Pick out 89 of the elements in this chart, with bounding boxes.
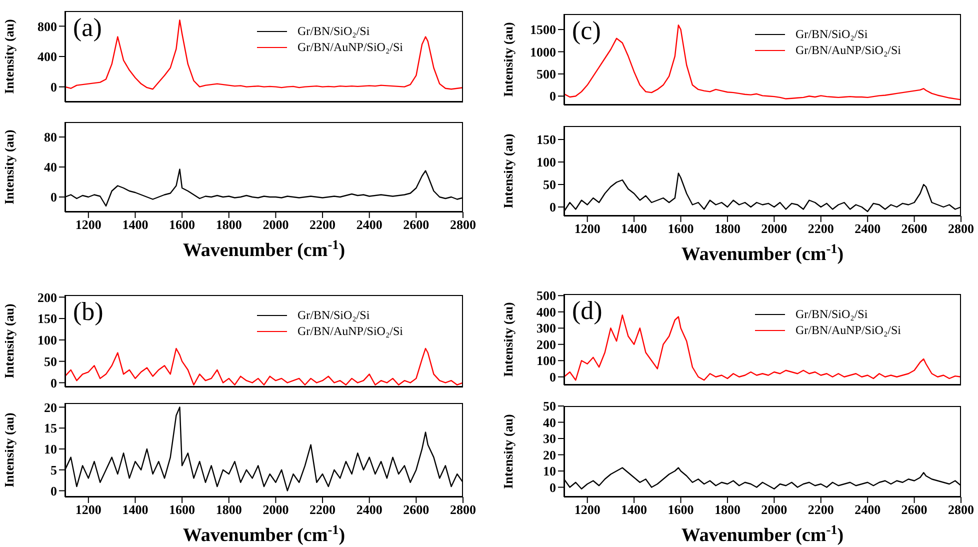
x-tick-label: 2600 (403, 502, 430, 518)
x-tick-label: 1600 (668, 221, 694, 236)
y-tick-label: 150 (536, 132, 556, 148)
text: Gr/BN/SiO₂/Si (795, 306, 868, 320)
x-tick-label: 1400 (621, 502, 648, 518)
x-tick-label: 2000 (761, 502, 788, 518)
annotation: (b) (73, 297, 104, 326)
x-axis-title: Wavenumber (cm$^{-1}$) (681, 522, 844, 546)
x-tick-label: 2800 (450, 502, 476, 518)
x-tick-label: 1800 (216, 217, 242, 232)
y-tick-label: 50 (543, 177, 556, 192)
y-tick-label: 50 (543, 398, 556, 414)
x-tick-label: 1400 (122, 217, 148, 232)
y-tick-label: 200 (38, 290, 57, 305)
y-tick-label: 50 (44, 354, 57, 369)
y-tick-label: 0 (550, 480, 556, 495)
x-tick-label: 1600 (668, 502, 694, 518)
x-tick-label: 1200 (574, 502, 600, 518)
y-tick-label: 30 (543, 431, 556, 446)
x-tick-label: 2000 (761, 221, 788, 236)
y-tick-label: 20 (543, 447, 556, 462)
x-tick-label: 1400 (122, 502, 148, 518)
text: Gr/BN/SiO₂/Si (297, 308, 370, 322)
legend-label: Gr/BN/AuNP/SiO₂/Si (297, 40, 403, 54)
x-tick-label: 1800 (714, 502, 740, 518)
x-tick-label: 2200 (808, 502, 834, 518)
x-tick-label: 2400 (356, 217, 382, 232)
y-tick-label: 0 (50, 483, 57, 498)
x-tick-label: 1200 (75, 502, 102, 518)
y-tick-label: 0 (550, 200, 556, 215)
y-tick-label: 10 (543, 464, 556, 479)
y-tick-label: 5 (50, 462, 58, 478)
x-tick-label: 2600 (901, 221, 928, 236)
x-axis-title: Wavenumber (cm$^{-1}$) (182, 236, 346, 261)
legend-label: Gr/BN/AuNP/SiO₂/Si (795, 42, 901, 58)
y-tick-label: 400 (536, 304, 556, 320)
y-tick-label: 1500 (530, 22, 556, 38)
annotation: (a) (73, 13, 102, 42)
line-series (65, 20, 463, 90)
x-tick-label: 1200 (574, 221, 600, 236)
x-tick-label: 2400 (854, 502, 881, 518)
y-tick-label: 500 (536, 288, 556, 304)
y-tick-label: 100 (536, 353, 556, 368)
y-tick-label: 40 (44, 160, 57, 175)
x-tick-label: 1200 (75, 217, 102, 232)
x-tick-label: 2800 (450, 217, 476, 232)
x-axis-title: Wavenumber (cm$^{-1}$) (681, 240, 844, 265)
text: Gr/BN/SiO₂/Si (297, 24, 370, 38)
x-tick-label: 2400 (356, 502, 382, 518)
x-tick-label: 2200 (310, 502, 336, 518)
y-tick-label: 100 (536, 154, 556, 170)
annotation: (d) (572, 296, 602, 325)
y-tick-label: 500 (536, 66, 556, 82)
y-tick-label: 200 (536, 336, 556, 352)
legend-label: Gr/BN/AuNP/SiO₂/Si (297, 324, 403, 338)
x-tick-label: 2200 (310, 217, 336, 232)
x-tick-label: 1400 (621, 221, 648, 236)
x-tick-label: 1600 (169, 502, 196, 518)
y-tick-label: 0 (50, 79, 57, 94)
y-tick-label: 80 (44, 130, 57, 145)
x-tick-label: 2600 (403, 217, 430, 232)
x-tick-label: 2200 (808, 221, 834, 236)
x-tick-label: 2000 (262, 502, 289, 518)
y-tick-label: 800 (38, 18, 57, 34)
y-tick-label: 0 (550, 369, 556, 384)
y-tick-label: 20 (44, 400, 57, 415)
y-tick-label: 0 (550, 88, 556, 104)
y-tick-label: 0 (50, 190, 57, 205)
x-tick-label: 2600 (901, 502, 928, 518)
y-tick-label: 150 (38, 311, 57, 326)
y-tick-label: 300 (536, 320, 556, 336)
x-axis-title: Wavenumber (cm$^{-1}$) (182, 522, 346, 546)
x-tick-label: 1600 (169, 217, 196, 232)
x-tick-label: 1800 (714, 221, 740, 236)
y-tick-label: 100 (38, 332, 57, 348)
y-tick-label: 0 (50, 375, 57, 390)
text: Gr/BN/SiO₂/Si (795, 26, 868, 40)
y-tick-label: 40 (543, 414, 556, 430)
x-tick-label: 2400 (854, 221, 881, 236)
x-tick-label: 2000 (262, 217, 289, 232)
y-tick-label: 15 (44, 420, 58, 436)
x-tick-label: 1800 (216, 502, 242, 518)
legend-label: Gr/BN/AuNP/SiO₂/Si (795, 322, 901, 338)
annotation: (c) (572, 16, 601, 45)
x-tick-label: 2800 (948, 221, 974, 236)
y-tick-label: 1000 (530, 44, 556, 60)
x-tick-label: 2800 (948, 502, 974, 518)
y-tick-label: 400 (38, 49, 57, 64)
y-tick-label: 10 (44, 442, 57, 457)
